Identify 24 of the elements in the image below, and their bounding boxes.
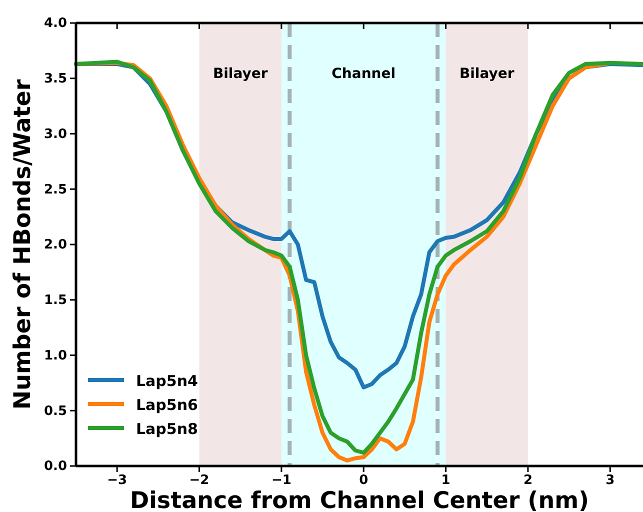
x-tick-label: −1 [271,473,292,488]
legend-label: Lap5n4 [136,372,198,390]
y-tick-label: 3.0 [44,126,67,142]
x-tick-label: 1 [441,473,450,488]
y-tick-label: 4.0 [44,16,67,32]
legend-label: Lap5n8 [136,420,198,438]
y-tick-label: 3.5 [44,72,67,87]
x-tick-label: 0 [359,473,368,488]
band-label: Bilayer [459,66,514,82]
x-tick-label: −3 [107,473,128,488]
y-tick-label: 1.0 [44,348,67,364]
band-label: Bilayer [212,66,268,82]
x-axis-title: Distance from Channel Center (nm) [130,488,590,512]
y-axis-title: Number of HBonds/Water [10,78,36,410]
y-tick-label: 0.5 [44,404,67,419]
x-tick-label: 3 [606,473,615,488]
x-tick-label: 2 [523,473,532,488]
legend-label: Lap5n6 [136,396,198,414]
y-tick-label: 2.5 [44,182,67,198]
y-tick-label: 1.5 [44,293,67,308]
y-tick-label: 2.0 [44,238,67,253]
x-tick-label: −2 [189,473,210,488]
y-tick-label: 0.0 [44,459,67,474]
band-label: Channel [332,66,396,82]
